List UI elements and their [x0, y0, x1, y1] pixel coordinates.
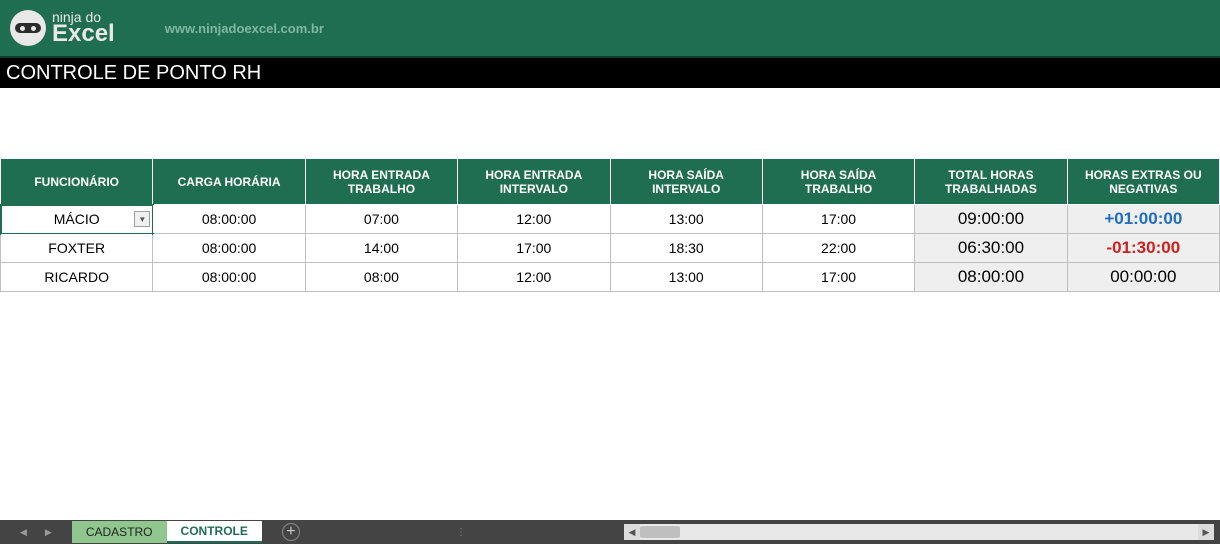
column-header: HORAS EXTRAS OU NEGATIVAS [1067, 159, 1219, 205]
cell-entrada-intervalo[interactable]: 12:00 [458, 205, 610, 234]
column-header: CARGA HORÁRIA [153, 159, 305, 205]
table-row: RICARDO08:00:0008:0012:0013:0017:0008:00… [1, 263, 1220, 292]
sheet-tab-bar: ◀ ▶ CADASTRO CONTROLE + ⋮ ◀ ▶ [0, 520, 1220, 544]
cell-entrada-trabalho[interactable]: 08:00 [305, 263, 457, 292]
cell-carga[interactable]: 08:00:00 [153, 263, 305, 292]
column-header: TOTAL HORAS TRABALHADAS [915, 159, 1067, 205]
tab-controle[interactable]: CONTROLE [167, 521, 262, 543]
cell-saida-intervalo[interactable]: 13:00 [610, 263, 762, 292]
cell-funcionario[interactable]: RICARDO [1, 263, 153, 292]
column-header: HORA SAÍDA TRABALHO [762, 159, 914, 205]
cell-entrada-intervalo[interactable]: 17:00 [458, 234, 610, 263]
cell-carga[interactable]: 08:00:00 [153, 205, 305, 234]
tab-bar-spacer: ⋮ [300, 527, 624, 538]
logo-line2: Excel [52, 22, 115, 46]
spacer [0, 88, 1220, 158]
column-header: HORA SAÍDA INTERVALO [610, 159, 762, 205]
horizontal-scrollbar[interactable]: ◀ ▶ [624, 524, 1214, 540]
logo: ninja do Excel [10, 10, 115, 46]
cell-funcionario[interactable]: MÁCIO▼ [1, 205, 153, 234]
table-row: MÁCIO▼08:00:0007:0012:0013:0017:0009:00:… [1, 205, 1220, 234]
cell-horas-extras[interactable]: 00:00:00 [1067, 263, 1219, 292]
scroll-track[interactable] [640, 524, 1198, 540]
logo-text: ninja do Excel [52, 10, 115, 46]
cell-funcionario[interactable]: FOXTER [1, 234, 153, 263]
add-sheet-button[interactable]: + [282, 523, 300, 541]
cell-horas-extras[interactable]: +01:00:00 [1067, 205, 1219, 234]
tab-nav-arrows[interactable]: ◀ ▶ [0, 520, 72, 544]
scroll-left-button[interactable]: ◀ [624, 524, 640, 540]
drag-handle-icon[interactable]: ⋮ [456, 527, 468, 538]
ninja-icon [10, 10, 46, 46]
scroll-right-button[interactable]: ▶ [1198, 524, 1214, 540]
cell-total-horas[interactable]: 09:00:00 [915, 205, 1067, 234]
column-header: HORA ENTRADA INTERVALO [458, 159, 610, 205]
cell-entrada-trabalho[interactable]: 14:00 [305, 234, 457, 263]
scroll-thumb[interactable] [640, 526, 680, 538]
cell-entrada-trabalho[interactable]: 07:00 [305, 205, 457, 234]
tab-next-icon[interactable]: ▶ [45, 527, 52, 538]
cell-saida-intervalo[interactable]: 18:30 [610, 234, 762, 263]
tab-prev-icon[interactable]: ◀ [20, 527, 27, 538]
cell-total-horas[interactable]: 08:00:00 [915, 263, 1067, 292]
table-row: FOXTER08:00:0014:0017:0018:3022:0006:30:… [1, 234, 1220, 263]
cell-saida-intervalo[interactable]: 13:00 [610, 205, 762, 234]
dropdown-icon[interactable]: ▼ [134, 211, 150, 227]
page-title: CONTROLE DE PONTO RH [0, 58, 1220, 88]
column-header: HORA ENTRADA TRABALHO [305, 159, 457, 205]
brand-header: ninja do Excel www.ninjadoexcel.com.br [0, 0, 1220, 58]
cell-saida-trabalho[interactable]: 17:00 [762, 205, 914, 234]
tab-cadastro[interactable]: CADASTRO [72, 521, 167, 543]
cell-total-horas[interactable]: 06:30:00 [915, 234, 1067, 263]
cell-saida-trabalho[interactable]: 17:00 [762, 263, 914, 292]
site-url: www.ninjadoexcel.com.br [165, 21, 324, 36]
column-header: FUNCIONÁRIO [1, 159, 153, 205]
cell-entrada-intervalo[interactable]: 12:00 [458, 263, 610, 292]
timesheet-table: FUNCIONÁRIOCARGA HORÁRIAHORA ENTRADA TRA… [0, 158, 1220, 292]
cell-carga[interactable]: 08:00:00 [153, 234, 305, 263]
cell-saida-trabalho[interactable]: 22:00 [762, 234, 914, 263]
cell-horas-extras[interactable]: -01:30:00 [1067, 234, 1219, 263]
